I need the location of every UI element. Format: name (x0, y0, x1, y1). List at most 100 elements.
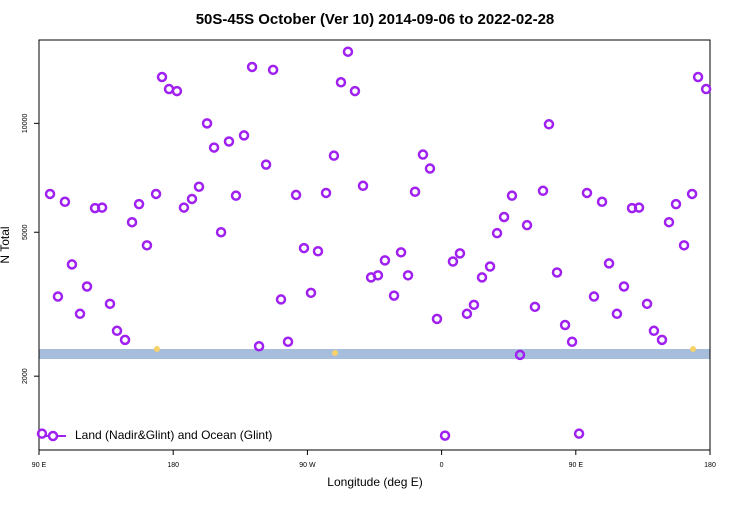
point (81, 281, 93, 292)
y-tick-label: 10000 (22, 114, 29, 134)
point (409, 186, 421, 197)
point (201, 118, 213, 129)
point (596, 196, 608, 208)
x-tick-label: 180 (167, 462, 179, 469)
point (74, 308, 86, 320)
y-tick-label: 2000 (22, 368, 29, 384)
point (468, 299, 480, 311)
point (104, 298, 116, 310)
point (678, 240, 690, 251)
y-tick-label: 5000 (22, 224, 29, 240)
y-axis-label: N Total (0, 226, 12, 263)
ocean-band (39, 349, 710, 359)
point (603, 258, 615, 269)
point (618, 281, 630, 292)
point (111, 325, 123, 337)
point (588, 291, 600, 302)
point (551, 267, 563, 278)
point (566, 336, 578, 347)
point (267, 64, 279, 76)
point (215, 226, 227, 238)
point (119, 334, 131, 346)
point (559, 319, 571, 331)
point (178, 202, 190, 213)
point (223, 136, 235, 147)
point (388, 290, 400, 301)
point (656, 334, 668, 346)
point (521, 219, 533, 231)
point (663, 216, 675, 228)
x-tick-label: 90 E (32, 462, 47, 469)
point (537, 185, 549, 197)
x-tick-label: 0 (440, 462, 444, 469)
legend-marker (47, 430, 59, 442)
point (150, 188, 162, 200)
point (335, 77, 347, 88)
point (476, 272, 488, 283)
chart-title: 50S-45S October (Ver 10) 2014-09-06 to 2… (196, 11, 555, 28)
point (141, 240, 153, 251)
point (424, 163, 436, 174)
point (417, 149, 429, 160)
x-tick-label: 90 W (299, 462, 316, 469)
point (349, 85, 361, 97)
point (44, 188, 56, 200)
point (246, 61, 258, 73)
point (543, 119, 555, 130)
point (208, 142, 220, 153)
point (379, 255, 391, 266)
point (529, 301, 541, 313)
point (454, 248, 466, 259)
point (648, 325, 660, 337)
point (342, 46, 354, 57)
point (372, 270, 384, 281)
point (59, 196, 71, 208)
point (126, 216, 138, 228)
x-tick-label: 90 E (569, 462, 584, 469)
point (514, 349, 526, 361)
x-axis-label: Longitude (deg E) (327, 475, 422, 489)
x-tick-label: 180 (704, 462, 716, 469)
point (692, 71, 704, 83)
point (506, 190, 518, 201)
point (66, 259, 78, 270)
point (461, 308, 473, 320)
point (282, 336, 294, 347)
legend-label: Land (Nadir&Glint) and Ocean (Glint) (75, 428, 272, 442)
point (641, 298, 653, 310)
point (690, 346, 697, 353)
point (331, 349, 338, 356)
point (312, 245, 324, 257)
point (439, 430, 451, 441)
point (633, 202, 645, 213)
point (491, 227, 503, 239)
point (275, 294, 287, 305)
point (395, 247, 407, 258)
point (498, 211, 510, 223)
point (700, 83, 712, 95)
point (253, 340, 265, 352)
point (686, 188, 698, 200)
point (156, 71, 168, 83)
point (305, 287, 317, 299)
point (573, 428, 585, 439)
point (153, 346, 160, 353)
point (186, 193, 198, 205)
point (230, 190, 242, 201)
plot-frame (38, 39, 711, 451)
point (96, 202, 108, 213)
point (611, 308, 623, 320)
point (298, 242, 310, 254)
point (238, 130, 250, 141)
point (328, 150, 340, 161)
point (320, 187, 332, 199)
point (670, 198, 682, 210)
point (290, 189, 302, 201)
point (171, 85, 183, 97)
point (447, 256, 459, 267)
point (402, 270, 414, 281)
point (52, 291, 64, 302)
point (431, 313, 443, 325)
point (36, 428, 48, 439)
